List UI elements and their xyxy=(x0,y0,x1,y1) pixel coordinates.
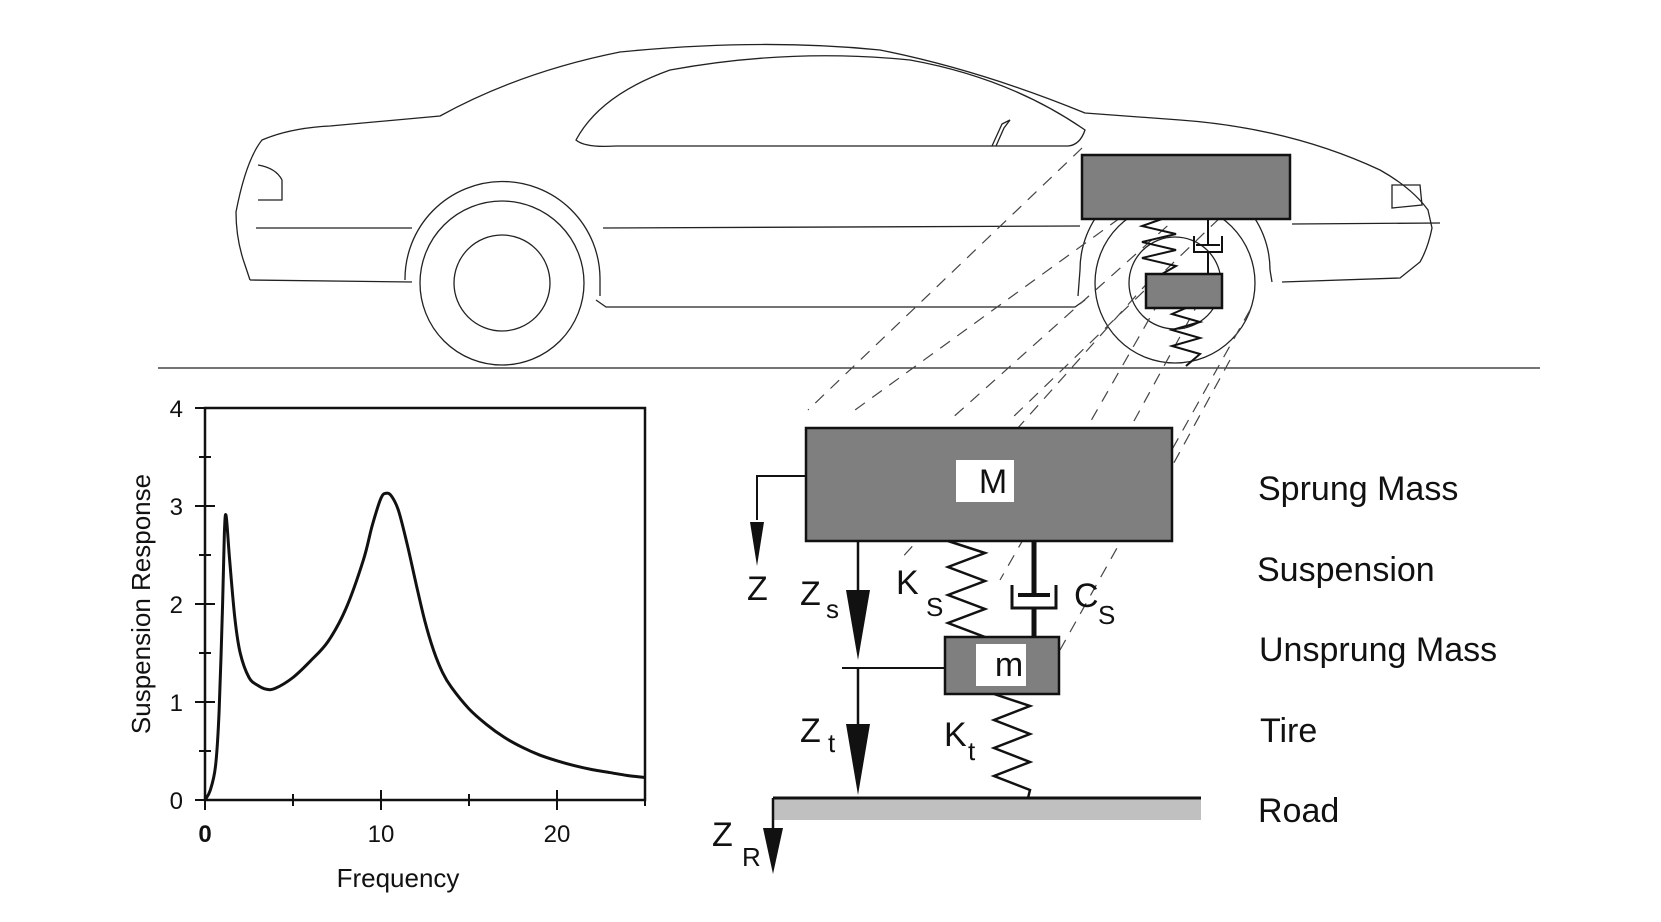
projection-lines xyxy=(807,147,1281,651)
cs-label: C S xyxy=(1074,577,1115,630)
zs-label: Z s xyxy=(800,575,839,624)
kt-label: K t xyxy=(944,716,976,766)
y-tick-label: 1 xyxy=(170,690,183,717)
car-body-outline xyxy=(235,43,1433,283)
svg-text:C: C xyxy=(1074,577,1099,615)
y-tick-label: 0 xyxy=(170,788,183,815)
car-rocker-panel xyxy=(595,299,1086,308)
svg-text:t: t xyxy=(828,728,836,758)
suspension-response-chart: 0 10 20 0 1 2 3 4 Frequency Suspension Response xyxy=(126,396,647,893)
chart-ticks xyxy=(195,407,646,810)
svg-text:Z: Z xyxy=(800,712,821,750)
car-window xyxy=(575,55,1086,148)
chart-tick-labels: 0 10 20 0 1 2 3 4 xyxy=(170,396,571,848)
car-lower-body xyxy=(249,279,413,283)
taillight xyxy=(1391,184,1423,209)
y-axis-title: Suspension Response xyxy=(126,474,156,734)
label-tire: Tire xyxy=(1260,712,1317,750)
svg-text:K: K xyxy=(944,716,967,754)
side-mirror xyxy=(991,119,1011,147)
unsprung-mass-label-bg xyxy=(976,644,1026,686)
road-surface xyxy=(773,798,1201,820)
series-line xyxy=(203,491,646,801)
suspension-spring xyxy=(944,539,989,639)
svg-text:S: S xyxy=(1098,600,1115,630)
svg-text:Z: Z xyxy=(712,816,733,854)
z-output-arrowhead xyxy=(750,522,764,566)
headlight xyxy=(257,164,283,201)
zs-arrowhead xyxy=(846,590,870,660)
quarter-car-model: M Z Z s K S C S m xyxy=(712,426,1201,874)
zr-arrowhead xyxy=(763,828,783,874)
ks-label: K S xyxy=(896,564,943,622)
svg-text:S: S xyxy=(926,592,943,622)
label-suspension: Suspension xyxy=(1257,551,1435,589)
component-labels: Sprung Mass Suspension Unsprung Mass Tir… xyxy=(1257,470,1497,830)
label-road: Road xyxy=(1258,792,1339,830)
zt-arrowhead xyxy=(846,724,870,795)
suspension-damper xyxy=(1010,541,1058,637)
inset-unsprung-mass xyxy=(1144,272,1224,310)
svg-text:R: R xyxy=(742,842,761,872)
car-suspension-inset xyxy=(1080,153,1292,367)
y-tick-label: 4 xyxy=(170,396,183,423)
unsprung-mass-symbol: m xyxy=(995,646,1023,684)
svg-text:Z: Z xyxy=(800,575,821,613)
front-hub xyxy=(453,234,551,332)
svg-text:K: K xyxy=(896,564,919,602)
inset-tire-spring xyxy=(1168,307,1204,367)
svg-text:t: t xyxy=(968,736,976,766)
zt-label: Z t xyxy=(800,712,836,758)
x-tick-label: 0 xyxy=(198,821,211,848)
x-tick-label: 20 xyxy=(544,821,571,848)
inset-spring xyxy=(1138,218,1179,275)
svg-text:s: s xyxy=(826,594,839,624)
sprung-mass-label-bg xyxy=(956,460,1014,502)
label-sprung-mass: Sprung Mass xyxy=(1258,470,1458,508)
inset-sprung-mass xyxy=(1080,153,1292,221)
front-wheel-arch xyxy=(404,180,601,296)
car-illustration xyxy=(158,43,1540,369)
zr-label: Z R xyxy=(712,816,761,872)
plot-frame xyxy=(203,406,647,802)
sprung-mass-symbol: M xyxy=(979,463,1007,501)
y-tick-label: 2 xyxy=(170,592,183,619)
rear-beltline xyxy=(1291,222,1441,225)
inset-damper xyxy=(1193,219,1223,274)
z-output-line xyxy=(756,475,806,520)
y-tick-label: 3 xyxy=(170,494,183,521)
label-unsprung-mass: Unsprung Mass xyxy=(1259,631,1497,669)
x-tick-label: 10 xyxy=(368,821,395,848)
z-label: Z xyxy=(747,570,768,608)
front-wheel xyxy=(419,200,585,366)
tire-spring xyxy=(990,692,1034,799)
x-axis-title: Frequency xyxy=(337,863,460,893)
door-line xyxy=(602,225,1081,229)
